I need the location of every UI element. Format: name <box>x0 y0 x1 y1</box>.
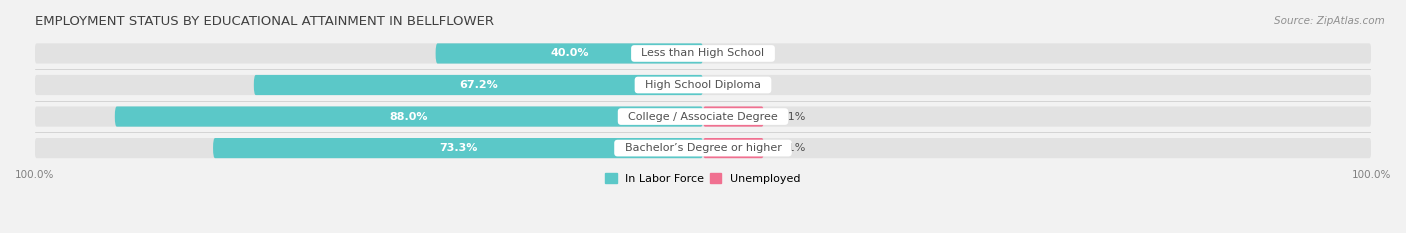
Text: EMPLOYMENT STATUS BY EDUCATIONAL ATTAINMENT IN BELLFLOWER: EMPLOYMENT STATUS BY EDUCATIONAL ATTAINM… <box>35 15 494 28</box>
FancyBboxPatch shape <box>214 138 703 158</box>
Text: 0.0%: 0.0% <box>723 48 751 58</box>
Text: College / Associate Degree: College / Associate Degree <box>621 112 785 122</box>
Text: Less than High School: Less than High School <box>634 48 772 58</box>
FancyBboxPatch shape <box>703 106 763 127</box>
FancyBboxPatch shape <box>115 106 703 127</box>
FancyBboxPatch shape <box>436 43 703 64</box>
Text: 88.0%: 88.0% <box>389 112 429 122</box>
FancyBboxPatch shape <box>35 75 1371 95</box>
Text: 0.0%: 0.0% <box>723 80 751 90</box>
FancyBboxPatch shape <box>703 138 763 158</box>
Legend: In Labor Force, Unemployed: In Labor Force, Unemployed <box>600 169 806 188</box>
Text: High School Diploma: High School Diploma <box>638 80 768 90</box>
Text: Source: ZipAtlas.com: Source: ZipAtlas.com <box>1274 16 1385 26</box>
FancyBboxPatch shape <box>35 43 1371 64</box>
Text: 40.0%: 40.0% <box>550 48 589 58</box>
Text: 9.1%: 9.1% <box>778 112 806 122</box>
FancyBboxPatch shape <box>35 106 1371 127</box>
Text: 9.1%: 9.1% <box>778 143 806 153</box>
FancyBboxPatch shape <box>254 75 703 95</box>
Text: 73.3%: 73.3% <box>439 143 477 153</box>
Text: Bachelor’s Degree or higher: Bachelor’s Degree or higher <box>617 143 789 153</box>
Text: 67.2%: 67.2% <box>460 80 498 90</box>
FancyBboxPatch shape <box>35 138 1371 158</box>
